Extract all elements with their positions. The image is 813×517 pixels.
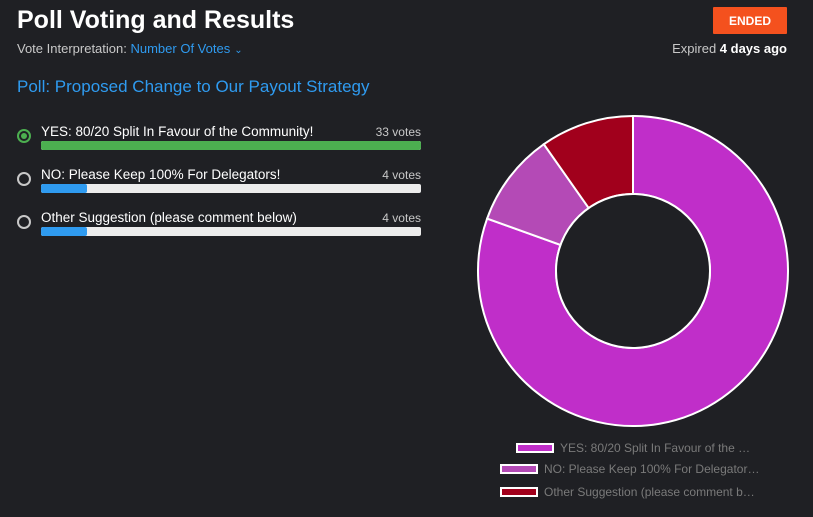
radio-option-3[interactable] — [17, 215, 31, 229]
option-votes: 33 votes — [375, 125, 421, 139]
radio-option-1[interactable] — [17, 129, 31, 143]
legend-item[interactable]: Other Suggestion (please comment b… — [500, 484, 755, 500]
poll-option[interactable]: Other Suggestion (please comment below) … — [17, 210, 421, 240]
vote-progress-fill — [41, 141, 421, 150]
legend-label: YES: 80/20 Split In Favour of the … — [560, 441, 751, 455]
donut-hole — [555, 193, 711, 349]
donut-chart — [477, 114, 789, 427]
option-label: NO: Please Keep 100% For Delegators! — [41, 167, 281, 182]
vote-interpretation-label: Vote Interpretation: — [17, 41, 127, 56]
radio-option-2[interactable] — [17, 172, 31, 186]
vote-progress-bar — [41, 184, 421, 193]
vote-progress-fill — [41, 227, 87, 236]
expired-prefix: Expired — [672, 41, 720, 56]
legend-item[interactable]: YES: 80/20 Split In Favour of the … — [516, 440, 750, 456]
expired-value: 4 days ago — [719, 41, 787, 56]
vote-interpretation-value: Number Of Votes — [130, 41, 231, 56]
vote-progress-fill — [41, 184, 87, 193]
option-label: YES: 80/20 Split In Favour of the Commun… — [41, 124, 314, 139]
expiry-info: Expired 4 days ago — [672, 41, 787, 56]
page-title: Poll Voting and Results — [17, 6, 295, 34]
legend-label: Other Suggestion (please comment b… — [544, 485, 755, 499]
chevron-down-icon: ⌄ — [234, 45, 243, 56]
vote-progress-bar — [41, 141, 421, 150]
poll-title: Poll: Proposed Change to Our Payout Stra… — [17, 77, 370, 96]
option-label: Other Suggestion (please comment below) — [41, 210, 297, 225]
vote-interpretation-select[interactable]: Number Of Votes ⌄ — [130, 41, 242, 56]
vote-progress-bar — [41, 227, 421, 236]
option-votes: 4 votes — [382, 211, 421, 225]
poll-option[interactable]: NO: Please Keep 100% For Delegators! 4 v… — [17, 167, 421, 197]
poll-option[interactable]: YES: 80/20 Split In Favour of the Commun… — [17, 124, 421, 154]
legend-label: NO: Please Keep 100% For Delegator… — [544, 462, 760, 476]
option-votes: 4 votes — [382, 168, 421, 182]
status-badge: ENDED — [713, 7, 787, 34]
legend-item[interactable]: NO: Please Keep 100% For Delegator… — [500, 461, 759, 477]
legend-swatch — [500, 464, 538, 474]
legend-swatch — [516, 443, 554, 453]
legend-swatch — [500, 487, 538, 497]
vote-interpretation: Vote Interpretation: Number Of Votes ⌄ — [17, 41, 243, 56]
